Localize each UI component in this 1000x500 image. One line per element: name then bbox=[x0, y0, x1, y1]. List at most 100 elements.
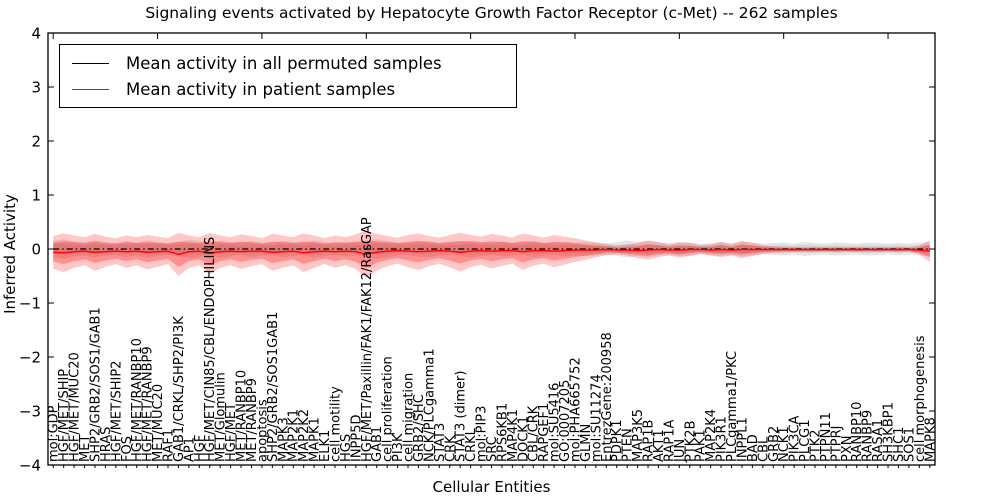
legend-entry: Mean activity in all permuted samples bbox=[72, 50, 504, 76]
y-tick-label: −1 bbox=[19, 295, 41, 313]
x-tick-label: RAPGEF1 bbox=[537, 403, 552, 462]
x-tick-label: PTEN bbox=[621, 428, 636, 462]
x-tick-label: GAB1/CRKL/SHP2/PI3K bbox=[172, 316, 187, 462]
x-tick-label: MET/RANBP9 bbox=[245, 378, 260, 462]
x-tick-label: PXN bbox=[840, 436, 855, 462]
y-tick-label: −2 bbox=[19, 349, 41, 367]
x-tick-label: JUN bbox=[673, 439, 688, 463]
x-tick-label: PI3K bbox=[391, 433, 406, 462]
x-tick-label: NCK/PLCgamma1 bbox=[422, 348, 437, 462]
x-tick-label: RAP1A bbox=[662, 419, 677, 462]
x-tick-label: PIK3CA bbox=[788, 415, 803, 462]
patient-std-band bbox=[53, 230, 930, 279]
x-tick-label: CRKL bbox=[464, 427, 479, 462]
legend: Mean activity in all permuted samples Me… bbox=[59, 44, 517, 108]
x-tick-label: HGF/MET/SHIP bbox=[57, 369, 72, 462]
x-tick-label: RASA1 bbox=[871, 419, 886, 462]
x-tick-label: DOCK1 bbox=[516, 416, 531, 462]
x-tick-label: MET/MUC20 bbox=[151, 384, 166, 462]
x-tick-label: SOS1 bbox=[902, 427, 917, 462]
legend-entry: Mean activity in patient samples bbox=[72, 76, 504, 102]
patient-std-band-inner bbox=[53, 240, 930, 269]
legend-entry-label: Mean activity in all permuted samples bbox=[126, 53, 442, 73]
x-tick-label: HRAS bbox=[99, 427, 114, 462]
x-tick-label: PTK2B bbox=[683, 421, 698, 463]
x-tick-label: GO:0007205 bbox=[558, 380, 573, 462]
legend-entry-label: Mean activity in patient samples bbox=[126, 79, 396, 99]
x-tick-label: PTPN11 bbox=[819, 412, 834, 462]
x-tick-label: mol:SU5416 bbox=[548, 383, 563, 462]
x-tick-label: STAT3 bbox=[433, 423, 448, 462]
x-tick-label: apoptosis bbox=[255, 399, 270, 462]
x-tick-label: SHP2/GRB2/SOS1/GAB1 bbox=[88, 307, 103, 462]
x-tick-label: RAF1 bbox=[162, 429, 177, 462]
x-tick-label: CBL/CRK bbox=[527, 405, 542, 462]
legend-line-sample-red bbox=[72, 88, 109, 90]
x-tick-label: HGF bbox=[193, 435, 208, 462]
x-tick-label: cell morphogenesis bbox=[913, 335, 928, 462]
x-tick-label: PAK1 bbox=[694, 429, 709, 462]
x-tick-label: cell proliferation bbox=[381, 356, 396, 462]
y-tick-label: 0 bbox=[31, 241, 41, 259]
x-tick-label: MET/RANBP10 bbox=[235, 370, 250, 462]
y-tick-label: 3 bbox=[31, 79, 41, 97]
x-tick-label: MET bbox=[78, 435, 93, 462]
x-tick-label: MAP3K5 bbox=[631, 409, 646, 462]
x-tick-label: PTK2 bbox=[808, 429, 823, 462]
x-tick-label: MAP2K2 bbox=[297, 409, 312, 462]
x-tick-label: MAPK1 bbox=[308, 417, 323, 462]
legend-line-sample-black bbox=[72, 62, 109, 64]
x-tick-label: mol:PIP3 bbox=[475, 406, 490, 462]
patient-mean-line bbox=[53, 248, 930, 256]
x-tick-label: SRC bbox=[485, 436, 500, 462]
y-tick-label: 2 bbox=[31, 133, 41, 151]
x-tick-label: BAD bbox=[746, 434, 761, 462]
x-tick-label: ELK1 bbox=[318, 430, 333, 462]
x-tick-label: mol:GDP bbox=[47, 405, 62, 462]
x-tick-label: GRB2/SHC bbox=[412, 394, 427, 462]
x-tick-label: HGF/MET/RANBP10 bbox=[130, 338, 145, 462]
y-axis-label: Inferred Activity bbox=[1, 194, 19, 314]
x-tick-label: PIK3R1 bbox=[715, 416, 730, 462]
x-tick-label: AP1 bbox=[182, 437, 197, 462]
x-tick-label: RAP1B bbox=[642, 420, 657, 462]
x-tick-label: mol:SU11274 bbox=[589, 374, 604, 462]
y-tick-label: 4 bbox=[31, 25, 41, 43]
chart-title: Signaling events activated by Hepatocyte… bbox=[145, 4, 838, 22]
x-tick-label: HGF/MET/RANBP9 bbox=[141, 346, 156, 462]
x-tick-label: STAT3 (dimer) bbox=[454, 371, 469, 462]
y-tick-label: −4 bbox=[19, 457, 41, 475]
x-tick-label: HGF/MET/CIN85/CBL/ENDOPHILINS bbox=[203, 237, 218, 462]
x-tick-label: cell migration bbox=[402, 373, 417, 462]
x-tick-label: GAB1 bbox=[370, 426, 385, 462]
x-tick-label: PDPK1 bbox=[610, 420, 625, 463]
x-tick-label: HGF/MET bbox=[224, 403, 239, 462]
y-tick-label: −3 bbox=[19, 403, 41, 421]
x-tick-label: CRK bbox=[443, 435, 458, 462]
x-tick-label: SH3KBP1 bbox=[882, 402, 897, 462]
x-tick-label: MET/Glomulin bbox=[214, 372, 229, 462]
x-tick-label: CBL bbox=[756, 436, 771, 462]
x-tick-label: mol:PHA665752 bbox=[568, 357, 583, 462]
x-tick-label: SHC1 bbox=[892, 427, 907, 462]
x-tick-label: INPPL1 bbox=[735, 417, 750, 462]
x-axis-label: Cellular Entities bbox=[432, 478, 551, 496]
x-tick-label: HGF/MET/Paxillin/FAK1/FAK12/RasGAP bbox=[360, 217, 375, 462]
x-tick-label: GRB2 bbox=[767, 426, 782, 462]
x-tick-label: MAP4K1 bbox=[506, 409, 521, 462]
x-tick-label: PLCgamma1/PKC bbox=[725, 351, 740, 462]
x-tick-label: cell motility bbox=[328, 386, 343, 462]
x-tick-label: FOS bbox=[120, 436, 135, 462]
x-tick-label: AKT1 bbox=[652, 429, 667, 462]
x-tick-label: EntrezGene:200958 bbox=[600, 332, 615, 462]
x-tick-label: MAP2K1 bbox=[287, 409, 302, 462]
x-tick-label: PTPRJ bbox=[829, 426, 844, 463]
x-tick-label: HGS bbox=[339, 434, 354, 462]
x-tick-label: MAPK8 bbox=[923, 417, 938, 462]
x-tick-label: GLMN bbox=[579, 424, 594, 462]
x-tick-label: NCK1 bbox=[777, 426, 792, 462]
x-tick-label: RPS6KB1 bbox=[495, 403, 510, 462]
x-tick-label: HGF/MET/SHIP2 bbox=[109, 361, 124, 462]
